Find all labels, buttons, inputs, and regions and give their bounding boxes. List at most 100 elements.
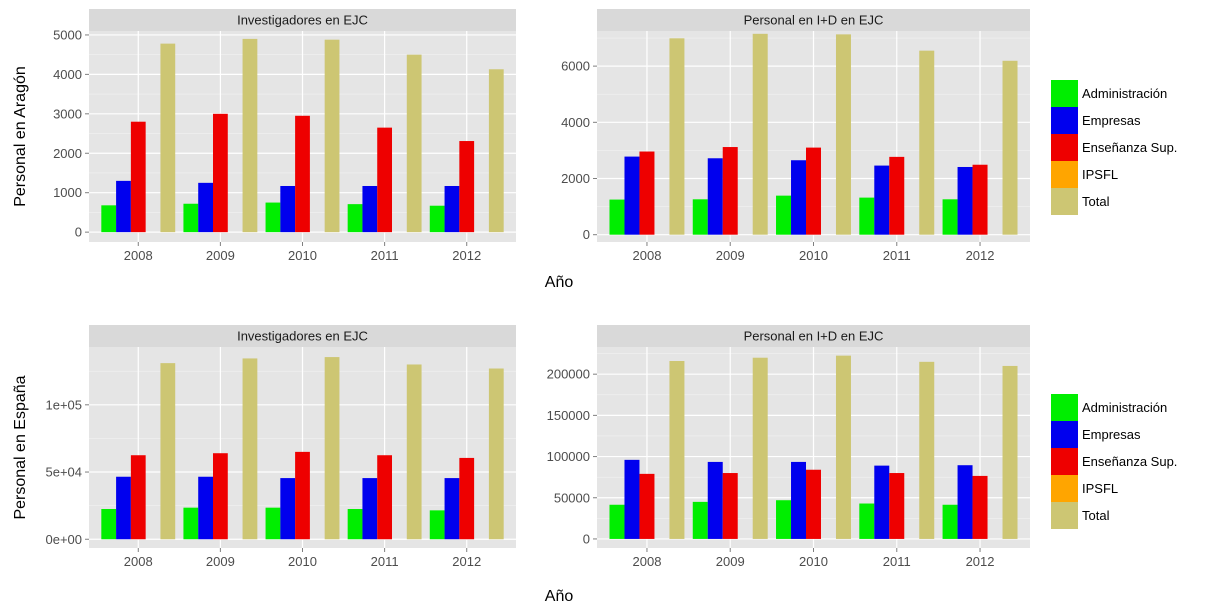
bar-empresas	[280, 478, 296, 540]
legend-key	[1051, 134, 1078, 161]
bar-ense-anza-sup	[377, 455, 393, 540]
x-tick-label: 2011	[883, 554, 911, 569]
bar-total	[752, 33, 768, 235]
panel-1: Investigadores en EJC 0 1000 2000 3000 4000 50…	[53, 9, 516, 263]
bar-ense-anza-sup	[806, 469, 821, 539]
bar-total	[669, 38, 685, 235]
y-axis-title: Personal en España	[12, 375, 29, 519]
x-tick-label: 2010	[288, 554, 317, 569]
legend-key	[1051, 107, 1078, 134]
legend-key	[1051, 80, 1078, 107]
x-tick-label: 2010	[288, 248, 317, 263]
bar-administraci-n	[692, 501, 708, 539]
x-tick-label: 2012	[452, 248, 481, 263]
strip-background	[597, 325, 1030, 347]
y-tick-label: 4000	[53, 67, 82, 82]
strip-background	[89, 325, 516, 347]
bar-ense-anza-sup	[130, 455, 146, 540]
legend: Administración Empresas Enseñanza Sup. IPSF…	[1051, 80, 1177, 215]
bar-empresas	[116, 180, 131, 233]
y-tick-label: 5e+04	[45, 465, 82, 480]
bar-empresas	[198, 182, 213, 233]
bar-empresas	[791, 461, 807, 539]
legend: Administración Empresas Enseñanza Sup. IPSF…	[1051, 394, 1177, 529]
panel-4: Personal en I+D en EJC 0 50000 100000 150000…	[547, 325, 1030, 569]
panel-2: Personal en I+D en EJC 0 2000 4000 6000 2008 2…	[561, 9, 1030, 263]
legend-label: IPSFL	[1082, 167, 1118, 182]
y-axis-title: Personal en Aragón	[12, 66, 29, 207]
legend-key	[1051, 475, 1078, 502]
bar-ense-anza-sup	[639, 473, 655, 539]
bar-total	[160, 363, 176, 540]
y-tick-label: 1e+05	[45, 397, 82, 412]
bar-total	[242, 38, 258, 233]
legend-label: Administración	[1082, 400, 1167, 415]
bar-total	[669, 361, 685, 539]
bar-total	[488, 368, 504, 540]
y-tick-label: 1000	[53, 185, 82, 200]
bar-empresas	[362, 185, 378, 233]
y-tick-label: 2000	[561, 171, 590, 186]
legend-key	[1051, 448, 1078, 475]
bar-ense-anza-sup	[722, 473, 738, 539]
x-tick-label: 2008	[124, 554, 153, 569]
bar-ense-anza-sup	[130, 121, 146, 233]
legend-label: Administración	[1082, 86, 1167, 101]
bar-total	[835, 355, 851, 539]
bar-empresas	[707, 461, 723, 539]
bar-administraci-n	[429, 510, 445, 540]
legend-key	[1051, 394, 1078, 421]
bar-total	[752, 357, 768, 539]
legend-label: Total	[1082, 508, 1110, 523]
legend-label: Empresas	[1082, 427, 1141, 442]
y-tick-label: 0	[75, 225, 82, 240]
x-tick-label: 2011	[371, 554, 399, 569]
bar-ense-anza-sup	[295, 115, 310, 233]
strip-title: Investigadores en EJC	[237, 329, 368, 344]
bar-administraci-n	[942, 504, 958, 539]
bar-empresas	[362, 478, 378, 540]
x-tick-label: 2012	[966, 554, 995, 569]
bar-administraci-n	[859, 197, 875, 235]
bar-empresas	[874, 465, 890, 539]
bar-empresas	[444, 185, 460, 233]
bar-empresas	[707, 158, 723, 235]
bar-ense-anza-sup	[889, 473, 905, 539]
bar-empresas	[280, 185, 296, 233]
strip-title: Personal en I+D en EJC	[744, 329, 884, 344]
x-tick-label: 2009	[716, 248, 745, 263]
y-tick-label: 0	[583, 227, 590, 242]
y-tick-label: 2000	[53, 146, 82, 161]
strip-title: Investigadores en EJC	[237, 13, 368, 28]
bar-administraci-n	[942, 199, 958, 235]
bar-empresas	[874, 165, 890, 235]
bar-ense-anza-sup	[295, 451, 310, 540]
x-tick-label: 2012	[966, 248, 995, 263]
legend-key	[1051, 502, 1078, 529]
x-tick-label: 2008	[633, 554, 662, 569]
strip-background	[597, 9, 1030, 31]
bar-total	[1002, 365, 1018, 539]
bar-empresas	[116, 476, 131, 540]
y-tick-label: 3000	[53, 106, 82, 121]
bar-administraci-n	[347, 204, 363, 233]
legend-key	[1051, 161, 1078, 188]
legend-label: Empresas	[1082, 113, 1141, 128]
bar-empresas	[624, 459, 640, 539]
x-tick-label: 2008	[124, 248, 153, 263]
x-tick-label: 2009	[206, 554, 235, 569]
bar-administraci-n	[776, 500, 792, 539]
bar-total	[160, 43, 176, 233]
bar-total	[406, 364, 422, 540]
bar-total	[324, 39, 340, 233]
bar-empresas	[957, 166, 973, 235]
bar-total	[919, 50, 935, 235]
bar-administraci-n	[101, 509, 117, 540]
x-axis-title: Año	[545, 588, 574, 605]
bar-total	[488, 69, 504, 233]
bar-administraci-n	[609, 199, 625, 235]
y-tick-label: 0	[583, 531, 590, 546]
bar-ense-anza-sup	[212, 453, 228, 540]
bar-total	[324, 357, 340, 540]
bar-ense-anza-sup	[972, 475, 988, 539]
